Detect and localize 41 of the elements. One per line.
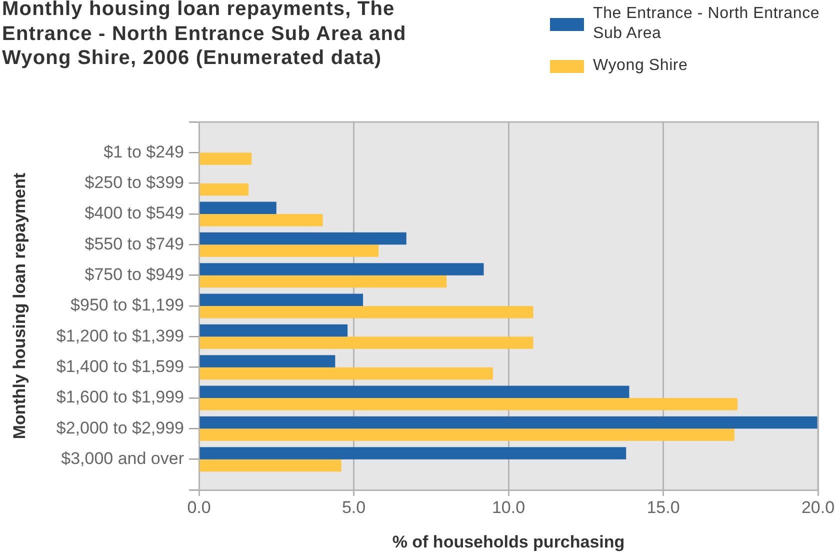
bar: [200, 202, 276, 214]
bar: [200, 336, 534, 349]
y-tick-label: $550 to $749: [84, 234, 184, 254]
x-tick-label: 20.0: [801, 498, 835, 517]
bar: [200, 324, 348, 337]
bar: [200, 263, 484, 276]
legend-label: The Entrance - North Entrance Sub Area: [593, 4, 821, 44]
x-tick-label: 0.0: [187, 498, 211, 517]
bar: [200, 306, 534, 318]
y-tick-label: $950 to $1,199: [70, 296, 184, 315]
y-tick-label: $1,400 to $1,599: [56, 357, 184, 376]
bar: [200, 416, 818, 429]
legend-label: Wyong Shire: [593, 56, 689, 76]
chart-title: Monthly housing loan repayments, The Entrance - North Entrance Sub Area and Wyong Shire, 2006 (Enumerated data): [2, 0, 408, 70]
bar: [200, 152, 252, 165]
y-tick-label: $400 to $549: [84, 204, 184, 223]
bar: [200, 294, 364, 306]
y-tick-label: $1 to $249: [104, 142, 184, 162]
y-tick-label: $750 to $949: [84, 265, 184, 284]
x-tick-label: 15.0: [646, 498, 680, 517]
bar: [200, 214, 323, 226]
y-axis-title: Monthly housing loan repayment: [10, 172, 29, 440]
y-tick-label: $250 to $399: [84, 173, 184, 192]
y-tick-label: $3,000 and over: [61, 449, 184, 468]
bar: [200, 459, 342, 472]
bar: [200, 232, 406, 245]
bar: [200, 398, 738, 410]
y-tick-label: $2,000 to $2,999: [56, 418, 184, 438]
x-tick-label: 10.0: [492, 498, 526, 517]
bar: [200, 367, 494, 380]
bar: [200, 447, 626, 460]
bar: [200, 355, 336, 368]
bar: [200, 244, 379, 257]
bar: [200, 183, 249, 196]
bar: [200, 386, 630, 398]
bar: [200, 275, 447, 288]
x-tick-label: 5.0: [342, 498, 366, 517]
bar: [200, 428, 734, 441]
y-tick-label: $1,200 to $1,399: [56, 326, 184, 346]
y-tick-label: $1,600 to $1,999: [56, 388, 184, 407]
x-axis-title: % of households purchasing: [392, 532, 625, 552]
